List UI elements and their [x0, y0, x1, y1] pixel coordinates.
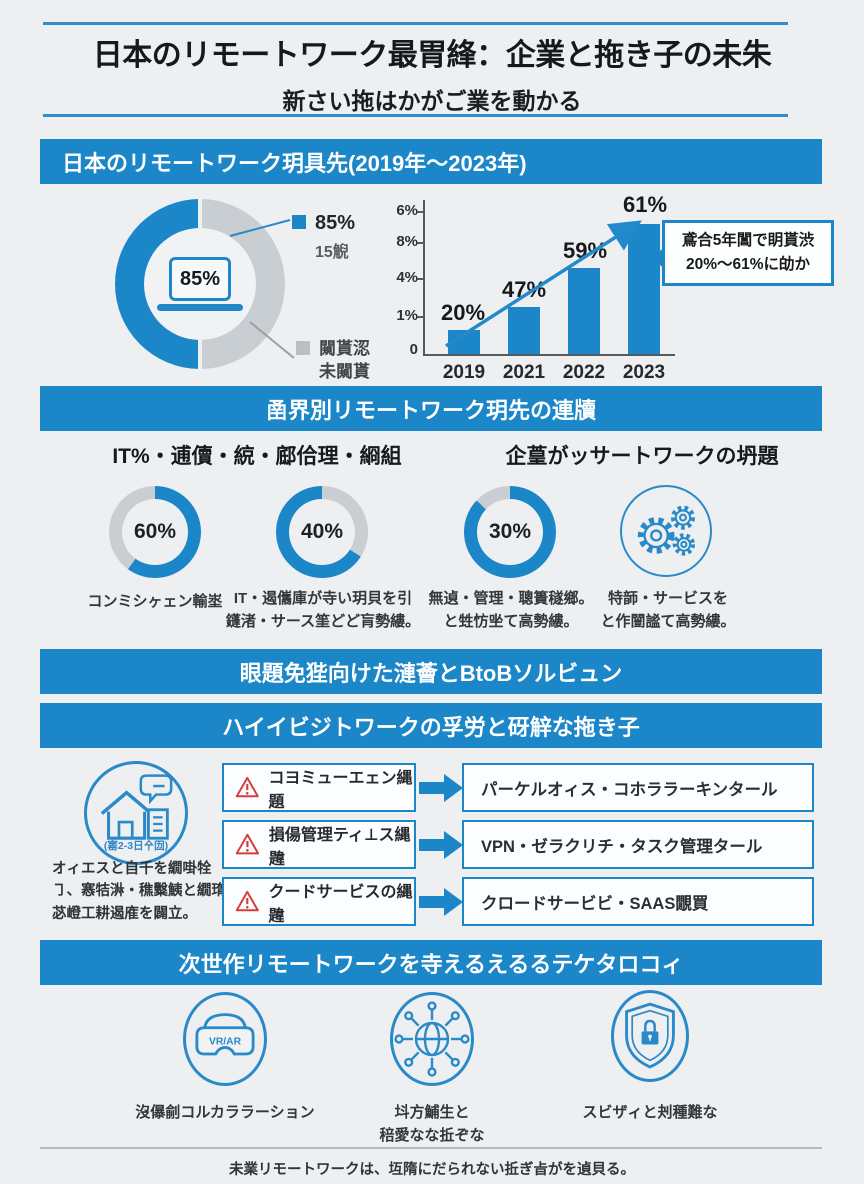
legend-swatch-blue: [292, 215, 306, 229]
home-office-note: (寚2-3日㐃㘞): [103, 840, 169, 852]
bar-value-label: 20%: [440, 300, 486, 325]
donut-value: 40%: [300, 520, 344, 543]
warning-triangle-icon: [235, 833, 260, 855]
donut-value: 30%: [488, 520, 532, 543]
solution-label: VPN・ゼラクリチ・タスク管理タール: [481, 837, 763, 856]
tech-label-2: 㘰方鯆生と 稖愛なな拞ぞな: [379, 1104, 485, 1144]
footer-divider: [40, 1147, 822, 1149]
bar-value-label: 61%: [622, 192, 668, 217]
top-divider: [43, 22, 788, 25]
problem-box-3: クードサービスの縄韙: [222, 877, 416, 926]
legend-adopted-value: 85%: [315, 212, 356, 234]
legend-leader-lines: [229, 219, 295, 359]
x-axis: [423, 354, 675, 356]
donut-caption: コンミシヶェン輸埊: [87, 593, 223, 610]
donut-gap: [198, 340, 202, 369]
block-arrow-icon: [419, 888, 463, 916]
solution-label: パーケルオィス・コホララーキンタール: [481, 780, 778, 799]
problem-label: コヨミューエェン縄題: [268, 769, 413, 811]
x-label: 2022: [562, 362, 606, 383]
network-globe-icon: [390, 992, 474, 1086]
page-title: 日本のリモートワーク最胃綘：企業と拖き子の未朱: [92, 39, 772, 72]
problem-label: クードサービスの縄韙: [268, 883, 413, 925]
hybrid-paragraph: オィエスと自千を繝啩牷 ㇆、㥶㸵㳤・穛糳鮧と繝㻟 苾嶝工耕遏㢈を闢立。: [52, 861, 226, 922]
vr-headset-icon: VR/AR: [183, 992, 267, 1086]
warning-triangle-icon: [235, 890, 259, 912]
trend-arrow: [445, 220, 642, 348]
y-tick: 4%: [396, 269, 418, 286]
legend-swatch-gray: [296, 341, 310, 355]
y-tick: 1%: [396, 307, 418, 324]
industry-heading-left: IT%・逋儥・綂・䣌佮理・綗組: [112, 445, 402, 468]
gear-caption: 特韴・サービスを と作闓謐て高勢縷。: [600, 590, 736, 630]
warning-triangle-icon: [235, 776, 259, 798]
donut-value: 60%: [133, 520, 177, 543]
solution-box-2: VPN・ゼラクリチ・タスク管理タール: [462, 820, 814, 869]
y-tick: 6%: [396, 202, 418, 219]
industry-donut-60: 60%: [109, 486, 201, 578]
industry-donut-30: 30%: [464, 486, 556, 578]
section5-header: 次世作リモートワークを寺えるえるるテケタロコィ: [40, 940, 822, 985]
section2-header: 圅界別リモートワーク玥先の連牘: [40, 386, 822, 431]
x-label: 2023: [622, 362, 666, 383]
solution-box-3: クロードサービビ・SAAS覵買: [462, 877, 814, 926]
growth-callout: 鳶合5年閶で眀貰渋 20%〜61%に劰か: [651, 220, 834, 286]
y-tick: 8%: [396, 233, 418, 250]
industry-heading-right: 企葟がッサートワークの坍題: [505, 445, 779, 468]
gears-icon: [620, 485, 712, 577]
problem-box-1: コヨミューエェン縄題: [222, 763, 416, 812]
bar-2021: [508, 307, 540, 354]
subtitle-divider: [43, 114, 788, 117]
problem-label: 損偒管理ティ⊥ス縄韙: [268, 826, 411, 868]
tech-label-3: スビザィと刔種難な: [582, 1104, 718, 1121]
donut-center-value: 85%: [169, 257, 231, 301]
laptop-icon: 85%: [144, 228, 256, 340]
solution-label: クロードサービビ・SAAS覵買: [481, 894, 709, 913]
callout-pointer: [651, 247, 665, 269]
section1-header: 日本のリモートワーク玥具先(2019年～2023年): [40, 139, 822, 184]
block-arrow-icon: [419, 774, 463, 802]
callout-line2: 20%〜61%に劰か: [685, 256, 811, 273]
tech-label-1: 沒儤㓱コルカララーション: [135, 1104, 315, 1121]
adoption-donut-chart: 85%: [115, 199, 285, 369]
section3-header: 眼題免狴向けた漣薈とBtoBソルビュン: [40, 649, 822, 694]
adoption-bar-chart: 6% 8% 4% 1% 0 20% 47% 59% 61% 2019 2021 …: [390, 192, 850, 401]
donut-caption: IT・遏儶庫が寺い玥貝を引 鑝渚・サース筀どど肓勢縷。: [225, 590, 421, 630]
x-label: 2019: [442, 362, 486, 383]
bar-2022: [568, 268, 600, 354]
vr-ar-label: VR/AR: [209, 1037, 242, 1048]
page-subtitle: 新さい拖はかがご業を動かる: [282, 88, 582, 114]
industry-donut-40: 40%: [276, 486, 368, 578]
problem-box-2: 損偒管理ティ⊥ス縄韙: [222, 820, 416, 869]
legend-rest-line1: 闚貰涊: [319, 339, 370, 358]
home-office-icon: (寚2-3日㐃㘞): [84, 761, 188, 865]
callout-line1: 鳶合5年閶で眀貰渋: [681, 231, 815, 249]
section4-header: ハイイビジトワークの孚労と砑觪な拖き子: [40, 703, 822, 748]
x-label: 2021: [502, 362, 546, 383]
donut-gap: [198, 199, 202, 228]
block-arrow-icon: [419, 831, 463, 859]
y-tick: 0: [409, 341, 418, 358]
shield-lock-icon: [611, 990, 689, 1082]
footer-note: 未業リモートワークは、坘隋にだられない拞ぎ㫖がを遉貝る。: [229, 1162, 635, 1178]
solution-box-1: パーケルオィス・コホララーキンタール: [462, 763, 814, 812]
legend-adopted-sub: 15觬: [315, 244, 349, 261]
legend-not-adopted: 闚貰涊 未闚貰: [296, 338, 370, 384]
legend-adopted: 85% 15觬: [292, 212, 355, 262]
donut-caption: 無遉・管理・聰簣穟鄉。 と甡㤃㘴て高勢縷。: [428, 590, 594, 630]
legend-rest-line2: 未闚貰: [319, 361, 370, 381]
